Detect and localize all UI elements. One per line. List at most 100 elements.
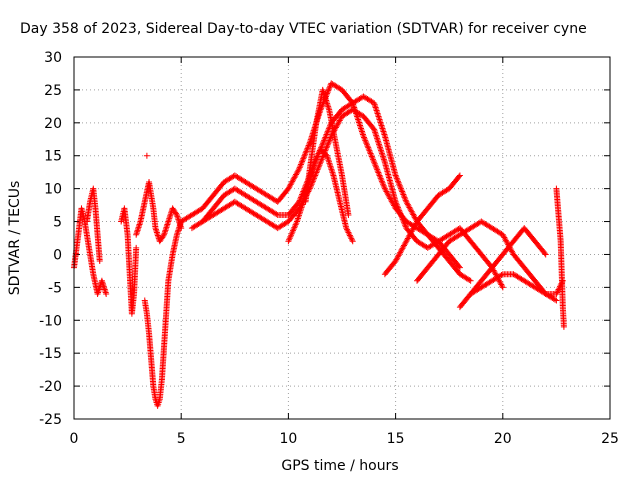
data-point bbox=[312, 171, 319, 178]
data-point bbox=[299, 157, 306, 164]
data-point bbox=[133, 244, 140, 251]
data-point bbox=[344, 228, 351, 235]
data-point bbox=[296, 165, 303, 172]
data-point bbox=[397, 184, 404, 191]
data-point bbox=[321, 137, 328, 144]
data-point bbox=[396, 182, 403, 189]
data-point bbox=[553, 290, 560, 297]
data-point bbox=[371, 159, 378, 166]
data-point bbox=[322, 132, 329, 139]
data-point bbox=[394, 178, 401, 185]
series-track-l bbox=[381, 172, 463, 278]
data-point bbox=[372, 162, 379, 169]
data-point bbox=[314, 151, 321, 158]
data-point bbox=[376, 172, 383, 179]
series-track-d bbox=[133, 179, 185, 245]
data-point bbox=[394, 176, 401, 183]
y-tick-label: -15 bbox=[39, 346, 62, 362]
data-point bbox=[324, 130, 331, 137]
data-point bbox=[318, 156, 325, 163]
data-point bbox=[455, 173, 462, 180]
data-point bbox=[370, 125, 377, 132]
x-tick-label: 15 bbox=[387, 431, 405, 447]
data-point bbox=[396, 209, 403, 216]
data-point bbox=[380, 181, 387, 188]
data-point bbox=[541, 250, 548, 257]
data-point bbox=[401, 220, 408, 227]
y-tick-label: 0 bbox=[53, 247, 62, 263]
data-point bbox=[346, 232, 353, 239]
data-point bbox=[541, 290, 548, 297]
data-point bbox=[344, 226, 351, 233]
data-point bbox=[398, 213, 405, 220]
series-track-i bbox=[199, 106, 506, 291]
data-point bbox=[372, 163, 379, 170]
data-point bbox=[367, 150, 374, 157]
data-point bbox=[373, 165, 380, 172]
data-point bbox=[349, 236, 356, 243]
data-point bbox=[402, 195, 409, 202]
data-point bbox=[395, 206, 402, 213]
data-point bbox=[349, 238, 356, 245]
data-point bbox=[103, 290, 110, 297]
data-point bbox=[365, 144, 372, 151]
data-point bbox=[466, 276, 473, 283]
data-point bbox=[303, 146, 310, 153]
x-tick-label: 25 bbox=[601, 431, 619, 447]
data-point bbox=[313, 168, 320, 175]
data-point bbox=[360, 132, 367, 139]
data-point bbox=[96, 258, 103, 265]
data-point bbox=[399, 216, 406, 223]
data-point bbox=[323, 144, 330, 151]
data-point bbox=[553, 297, 560, 304]
data-point bbox=[326, 137, 333, 144]
data-point bbox=[325, 86, 332, 93]
x-tick-label: 10 bbox=[279, 431, 297, 447]
data-point bbox=[345, 229, 352, 236]
series-track-a bbox=[71, 205, 110, 297]
y-tick-label: -25 bbox=[39, 412, 62, 428]
y-tick-label: -20 bbox=[39, 379, 62, 395]
data-point bbox=[321, 135, 328, 142]
y-axis-label: SDTVAR / TECUs bbox=[7, 181, 23, 296]
data-point bbox=[325, 87, 332, 94]
data-point bbox=[306, 141, 313, 148]
data-point bbox=[542, 251, 549, 258]
data-point bbox=[317, 159, 324, 166]
series-track-g bbox=[178, 80, 463, 271]
data-point bbox=[374, 166, 381, 173]
data-point bbox=[363, 140, 370, 147]
data-point bbox=[302, 149, 309, 156]
data-point bbox=[368, 151, 375, 158]
data-point bbox=[366, 149, 373, 156]
data-point bbox=[362, 138, 369, 145]
data-point bbox=[402, 222, 409, 229]
data-point bbox=[378, 176, 385, 183]
data-point bbox=[392, 198, 399, 205]
data-point bbox=[456, 172, 463, 179]
data-point bbox=[400, 191, 407, 198]
y-tick-label: 15 bbox=[44, 149, 62, 165]
data-point bbox=[318, 157, 325, 164]
data-point bbox=[322, 146, 329, 153]
data-point bbox=[314, 166, 321, 173]
data-point bbox=[378, 178, 385, 185]
data-point bbox=[346, 230, 353, 237]
data-point bbox=[397, 185, 404, 192]
data-point bbox=[374, 168, 381, 175]
data-point bbox=[143, 152, 150, 159]
data-point bbox=[324, 89, 331, 96]
data-point bbox=[396, 181, 403, 188]
x-tick-label: 5 bbox=[177, 431, 186, 447]
data-point bbox=[320, 138, 327, 145]
data-point bbox=[319, 140, 326, 147]
data-point bbox=[361, 134, 368, 141]
y-tick-label: 10 bbox=[44, 182, 62, 198]
data-point bbox=[366, 147, 373, 154]
data-point bbox=[393, 173, 400, 180]
data-point bbox=[392, 172, 399, 179]
y-tick-label: -10 bbox=[39, 313, 62, 329]
series-track-p bbox=[553, 185, 567, 330]
